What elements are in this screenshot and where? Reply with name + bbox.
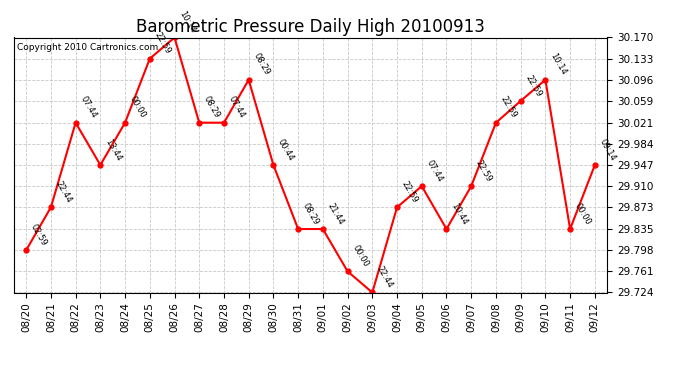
Text: 13:44: 13:44 xyxy=(103,137,123,162)
Text: 22:59: 22:59 xyxy=(400,180,420,204)
Text: 22:59: 22:59 xyxy=(474,158,493,183)
Text: 09:14: 09:14 xyxy=(598,137,618,162)
Text: 22:59: 22:59 xyxy=(524,73,543,98)
Text: 00:00: 00:00 xyxy=(573,201,593,226)
Text: 10:14: 10:14 xyxy=(548,52,568,77)
Text: 08:29: 08:29 xyxy=(251,52,271,77)
Title: Barometric Pressure Daily High 20100913: Barometric Pressure Daily High 20100913 xyxy=(136,18,485,36)
Text: 08:29: 08:29 xyxy=(202,95,221,120)
Text: 21:44: 21:44 xyxy=(326,201,345,226)
Text: 07:44: 07:44 xyxy=(79,95,98,120)
Text: 00:44: 00:44 xyxy=(276,137,296,162)
Text: 10:44: 10:44 xyxy=(449,201,469,226)
Text: 22:44: 22:44 xyxy=(54,180,73,204)
Text: 02:59: 02:59 xyxy=(29,222,48,248)
Text: 00:00: 00:00 xyxy=(351,243,370,268)
Text: 07:44: 07:44 xyxy=(227,95,246,120)
Text: 22:59: 22:59 xyxy=(152,31,172,56)
Text: 22:44: 22:44 xyxy=(375,265,395,290)
Text: 10:14: 10:14 xyxy=(177,10,197,35)
Text: 22:59: 22:59 xyxy=(499,95,518,120)
Text: 00:00: 00:00 xyxy=(128,95,148,120)
Text: 07:44: 07:44 xyxy=(424,158,444,183)
Text: 08:29: 08:29 xyxy=(301,201,321,226)
Text: Copyright 2010 Cartronics.com: Copyright 2010 Cartronics.com xyxy=(17,43,158,52)
